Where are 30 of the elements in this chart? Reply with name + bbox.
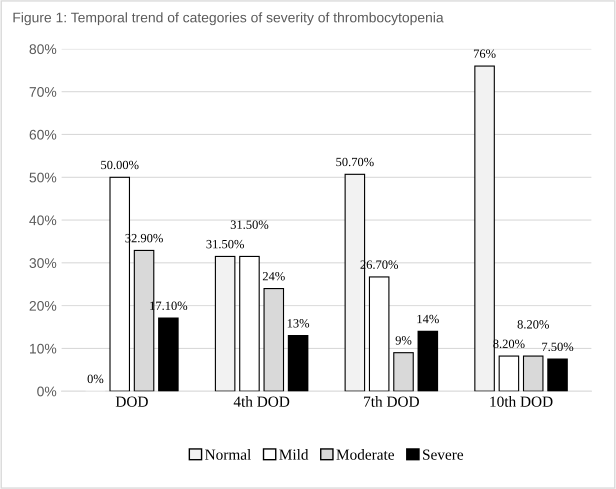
legend-label: Severe — [423, 450, 464, 460]
data-label: 24% — [262, 272, 285, 280]
chart-title: Figure 1: Temporal trend of categories of severity of thrombocytopenia — [13, 12, 444, 26]
x-tick-label: DOD — [116, 396, 148, 407]
legend-label: Normal — [205, 449, 251, 460]
legend-label: Mild — [279, 449, 308, 460]
legend-label: Moderate — [336, 449, 394, 460]
data-label: 31.50% — [230, 220, 268, 229]
y-tick-label: 60% — [30, 130, 56, 140]
data-label: 8.20% — [518, 320, 549, 329]
y-tick-label: 80% — [30, 44, 56, 54]
y-tick-label: 30% — [29, 258, 56, 268]
x-tick-label: 4th DOD — [234, 396, 290, 407]
y-tick-label: 40% — [29, 215, 56, 226]
y-tick-label: 20% — [30, 300, 56, 311]
x-tick-label: 10th DOD — [490, 396, 552, 407]
y-tick-label: 50% — [29, 172, 56, 182]
y-tick-label: 10% — [30, 344, 56, 354]
data-label: 50.00% — [101, 160, 139, 170]
x-tick-label: 7th DOD — [364, 396, 419, 407]
data-label: 13% — [288, 319, 310, 328]
data-label: 31.50% — [206, 240, 244, 248]
data-label: 0% — [88, 374, 104, 384]
data-label: 50.70% — [336, 158, 374, 166]
data-label: 7.50% — [542, 342, 574, 352]
y-tick-label: 70% — [30, 87, 56, 97]
data-label: 76% — [474, 49, 496, 58]
data-label: 14% — [417, 314, 439, 324]
y-tick-label: 0% — [37, 386, 56, 396]
data-label: 9% — [396, 336, 412, 345]
